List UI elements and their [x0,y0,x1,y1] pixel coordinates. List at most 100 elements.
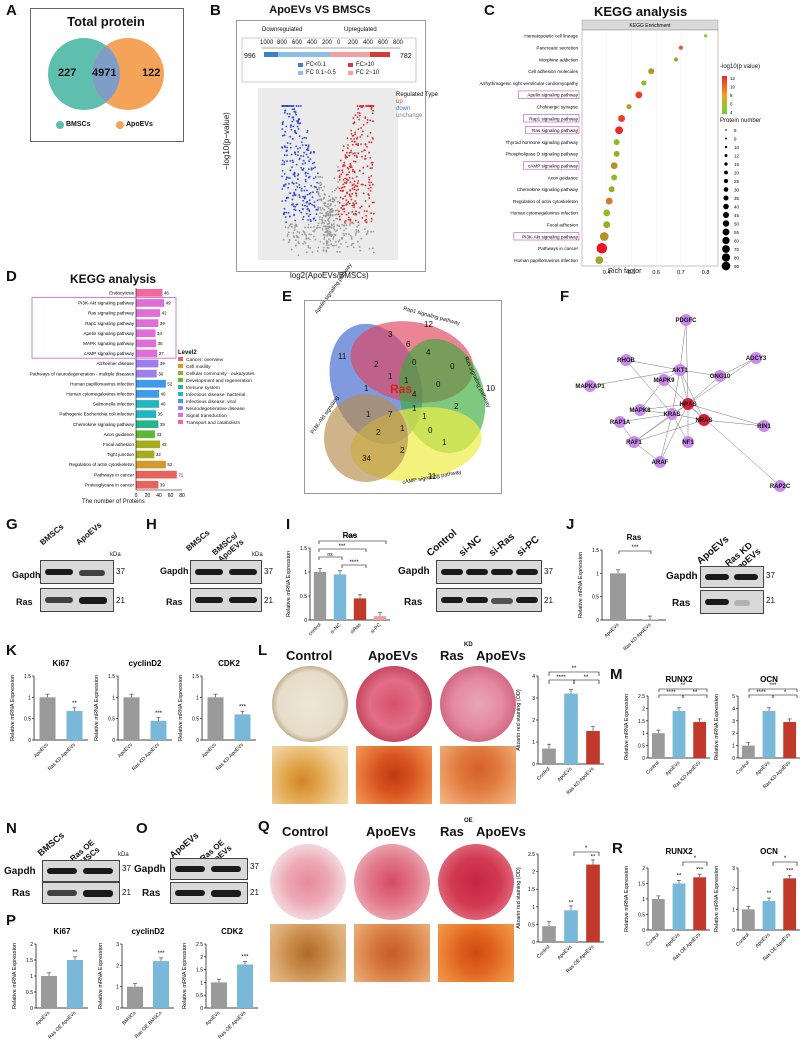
volcano-point [295,234,298,237]
legend-swatch [178,392,183,396]
volcano-point [298,186,301,189]
volcano-point [364,155,367,157]
volcano-point [293,208,296,211]
volcano-point [354,219,357,222]
volcano-point [351,221,353,224]
legend-item: Infectious disease: viral [178,399,255,406]
kegg-d-bar [136,450,155,459]
y-tick-label: 1 [732,907,735,913]
network-edge [659,413,673,463]
volcano-point [312,167,315,170]
volcano-point [329,203,332,205]
volcano-point [288,231,290,234]
volcano-point [305,153,308,156]
volcano-point [342,179,345,181]
q-micro-control [270,924,346,982]
volcano-point [307,147,309,150]
volcano-point [343,221,346,224]
size-legend-dot [721,261,731,271]
venn-left-count: 227 [58,67,77,79]
volcano-point [339,251,341,253]
volcano-point [307,245,309,247]
volcano-point [292,194,294,197]
x-tick-label: ApoEVs [556,766,573,783]
bubble [641,80,647,86]
bar [783,722,797,758]
volcano-point [306,189,308,192]
volcano-point [281,175,283,178]
size-legend-tick: 20 [734,170,740,175]
volcano-point [327,207,330,210]
highlight-box [513,232,580,241]
panel-label-m: M [610,666,623,683]
volcano-point [288,115,290,118]
bar [672,710,686,758]
x-tick-label: 0.5 [628,270,636,276]
volcano-point [287,212,290,214]
volcano-point [305,180,307,183]
volcano-point [371,201,374,204]
n-row-gapdh: Gapdh [4,866,36,877]
x-tick-label: Ras KD ApoEVs [131,742,161,772]
volcano-point [326,214,328,217]
volcano-point [354,133,357,136]
kegg-d-row-label: Pathogenic Escherichia coli infection [59,412,134,417]
volcano-point [355,210,357,213]
sig-label: *** [631,545,639,551]
volcano-point [305,251,308,254]
chart-title: cyclinD2 [132,927,165,936]
volcano-point [348,224,351,226]
y-tick-label: 5 [732,694,735,700]
volcano-point [352,117,355,119]
volcano-point [285,211,288,214]
volcano-point [309,158,312,161]
size-legend-dot [724,170,728,175]
volcano-point [313,226,315,228]
volcano-point [370,141,373,144]
volcano-point [319,206,322,209]
n-blot-gapdh [42,860,120,882]
volcano-point [317,246,320,249]
y-tick-label: 1 [596,571,599,577]
x-tick-label: si-NC [329,622,342,635]
q-alizarin-chart: 0 0.5 1 1.5 2 2.5 Alizarin red staining (OD) Co… [516,846,604,974]
venn5-count: 4 [426,348,431,357]
venn-diagram [48,38,164,129]
volcano-point [360,205,363,208]
volcano-title: ApoEVs VS BMSCs [269,4,371,16]
venn-overlap-count: 4971 [92,67,117,79]
venn5-count: 0 [428,426,433,435]
panel-label-p: P [6,912,17,929]
sig-label: ** [591,855,596,861]
volcano-point [366,135,369,138]
y-tick-label: 2 [732,731,735,737]
legend-item: Immune system [178,385,255,392]
size-legend-dot [723,178,729,184]
panel-label-h: H [146,516,157,533]
sig-bracket [658,688,708,692]
x-tick-label: ApoEVs [117,742,134,759]
y-tick-label: 0 [196,738,199,744]
volcano-point [335,244,338,247]
volcano-point [285,125,288,128]
n-row-ras: Ras [12,888,31,899]
volcano-point [370,231,372,233]
volcano-point [350,198,353,201]
volcano-point [290,124,292,127]
size-legend-dot [721,253,731,262]
h-blot-gapdh [190,560,262,584]
volcano-point [300,155,302,157]
volcano-point [359,249,362,252]
network-node-label: AKT1 [672,368,688,374]
y-tick-label: 2 [642,706,645,712]
y-tick-label: 0.5 [300,594,307,600]
j-row-gapdh: Gapdh [666,571,698,582]
volcano-point [344,156,347,159]
kegg-d-value: 35 [158,341,163,346]
chart-title: OCN [760,675,778,684]
volcano-point [365,214,368,217]
volcano-point [339,159,342,162]
volcano-point [345,199,348,201]
kegg-c-row-label: Thyroid hormone signaling pathway [505,140,578,145]
volcano-point [336,229,338,232]
